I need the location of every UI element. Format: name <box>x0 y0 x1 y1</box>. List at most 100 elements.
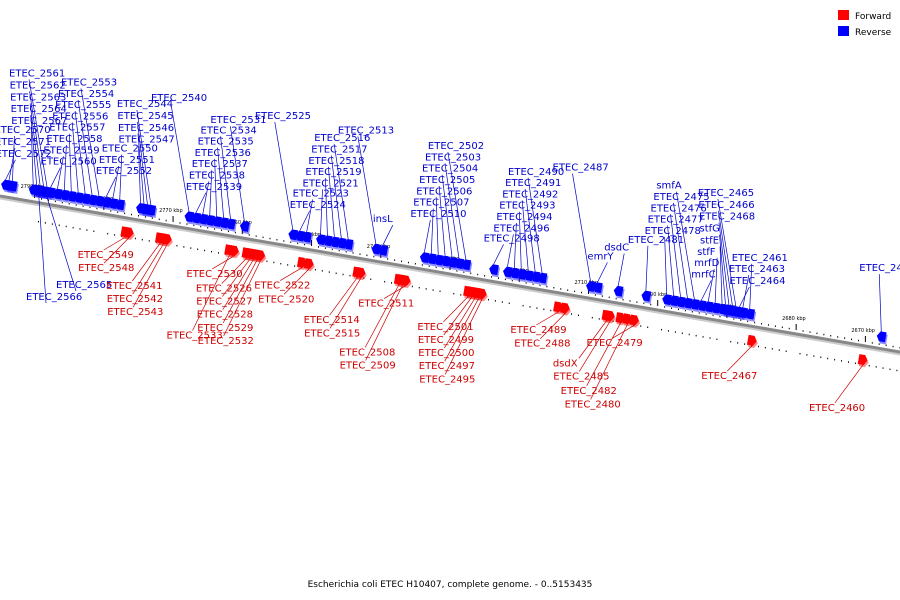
minor-tick <box>643 302 645 305</box>
forward-gene-label: ETEC_2495 <box>419 374 475 385</box>
minor-tick <box>158 218 160 221</box>
minor-tick <box>788 327 790 330</box>
reverse-gene-leader <box>50 167 61 188</box>
reverse-gene-arrow-body <box>205 214 216 226</box>
reverse-gene-arrow <box>146 204 158 218</box>
minor-tick <box>137 215 139 217</box>
minor-tick <box>470 272 472 275</box>
reverse-gene-leader <box>664 236 668 295</box>
reverse-gene-arrow-body <box>440 255 451 267</box>
reverse-gene-arrow <box>343 238 355 253</box>
reverse-gene-leader <box>137 133 145 204</box>
reverse-gene-arrow-body <box>516 268 527 280</box>
minor-tick-lower <box>51 223 53 225</box>
forward-gene-arrow-body <box>615 312 626 323</box>
minor-tick-lower <box>432 289 434 291</box>
minor-tick-lower <box>391 282 393 284</box>
minor-tick <box>262 236 264 239</box>
forward-gene-leader <box>444 298 483 375</box>
reverse-gene-arrow-body <box>433 254 444 266</box>
forward-gene-leader <box>383 285 407 299</box>
minor-tick <box>774 325 776 327</box>
minor-tick <box>255 235 257 237</box>
reverse-gene-arrow-body <box>39 186 49 198</box>
reverse-gene-arrow-body <box>198 213 209 225</box>
minor-tick-lower <box>771 348 773 350</box>
reverse-gene-label: ETEC_2463 <box>729 264 785 275</box>
gene-features <box>1 179 888 368</box>
forward-gene-leader <box>536 311 559 326</box>
reverse-gene-leader <box>29 91 44 187</box>
minor-tick-lower <box>667 330 669 332</box>
reverse-gene-leader <box>28 79 48 188</box>
reverse-gene-leader <box>220 136 231 219</box>
minor-tick <box>96 207 98 210</box>
reverse-gene-label: ETEC_2516 <box>314 133 370 144</box>
minor-tick-lower <box>487 298 489 301</box>
reverse-gene-arrow-body <box>239 220 250 232</box>
forward-gene-label: ETEC_2501 <box>417 322 473 333</box>
forward-gene-leader <box>132 242 161 282</box>
reverse-gene-arrow-body <box>146 204 157 216</box>
reverse-gene-leader <box>170 104 190 212</box>
minor-tick-lower <box>688 333 690 336</box>
forward-gene-label: ETEC_2527 <box>196 297 252 308</box>
minor-tick <box>117 211 119 213</box>
minor-tick-lower <box>591 316 593 319</box>
reverse-gene-label: ETEC_2547 <box>119 135 175 146</box>
minor-tick <box>227 230 229 233</box>
reverse-gene-leader <box>714 257 718 303</box>
minor-tick-lower <box>439 290 441 293</box>
reverse-gene-label: ETEC_2491 <box>505 178 561 189</box>
minor-tick <box>193 224 195 227</box>
forward-gene-label: dsdX <box>553 358 578 369</box>
minor-tick-lower <box>211 250 213 253</box>
reverse-gene-label: ETEC_2558 <box>46 134 102 145</box>
reverse-gene-arrow <box>46 187 57 201</box>
reverse-gene-arrow-body <box>191 212 202 224</box>
minor-tick-lower <box>889 368 891 371</box>
minor-tick-lower <box>294 265 296 267</box>
minor-tick-lower <box>204 249 206 252</box>
minor-tick <box>809 331 811 333</box>
reverse-gene-label: stfG <box>700 224 720 235</box>
minor-tick <box>622 299 624 301</box>
map-caption: Escherichia coli ETEC H10407, complete g… <box>308 580 593 590</box>
minor-tick <box>636 301 638 303</box>
forward-gene-label: ETEC_2511 <box>358 299 414 310</box>
minor-tick <box>304 243 306 246</box>
reverse-gene-label: ETEC_2554 <box>58 89 114 100</box>
reverse-gene-leader <box>80 88 100 197</box>
reverse-gene-leader <box>29 103 41 186</box>
reverse-gene-leader <box>617 253 625 287</box>
minor-tick <box>269 237 271 240</box>
reverse-gene-arrow-body <box>302 231 312 243</box>
minor-tick-lower <box>266 260 268 263</box>
minor-tick <box>290 241 292 243</box>
minor-tick-lower <box>799 352 801 355</box>
forward-gene-label: ETEC_2529 <box>197 323 253 334</box>
reverse-gene-arrow-body <box>593 282 603 294</box>
forward-gene-leader <box>221 257 248 284</box>
forward-gene-label: ETEC_2526 <box>196 283 252 294</box>
reverse-gene-arrow <box>461 259 473 273</box>
reverse-gene-label: ETEC_2464 <box>729 276 785 287</box>
reverse-gene-leader <box>214 158 218 217</box>
minor-tick <box>677 308 679 311</box>
reverse-gene-label: ETEC_2475 <box>653 192 709 203</box>
reverse-gene-leader <box>518 211 522 270</box>
forward-gene-leader <box>283 268 310 295</box>
reverse-gene-leader <box>719 246 723 304</box>
minor-tick-lower <box>44 222 46 224</box>
minor-tick <box>345 251 347 253</box>
minor-tick <box>214 228 216 230</box>
reverse-gene-arrow-body <box>586 280 596 292</box>
minor-tick-lower <box>217 252 219 254</box>
reverse-gene-leader <box>430 208 434 254</box>
reverse-gene-leader <box>57 156 64 189</box>
forward-gene-label: ETEC_2522 <box>254 281 310 292</box>
reverse-gene-label: ETEC_2534 <box>201 125 257 136</box>
reverse-gene-arrow-body <box>689 298 700 310</box>
minor-tick-lower <box>190 247 192 249</box>
reverse-gene-arrow-body <box>676 296 686 308</box>
